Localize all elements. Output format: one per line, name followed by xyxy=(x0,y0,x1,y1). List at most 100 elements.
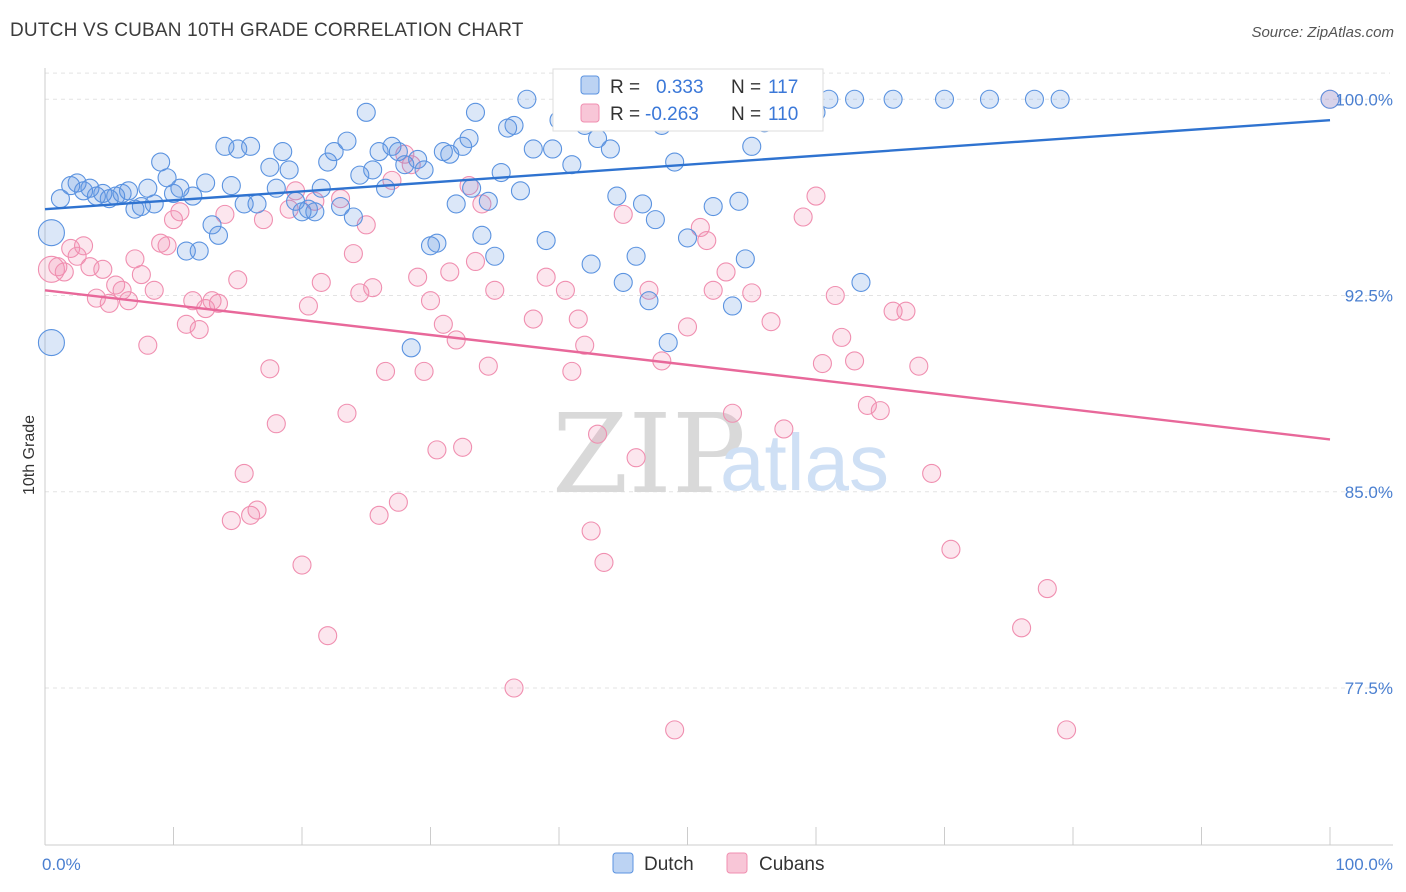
y-tick-label: 92.5% xyxy=(1345,287,1393,306)
dutch-point xyxy=(241,136,261,156)
dutch-point xyxy=(626,246,646,266)
cubans-point xyxy=(343,244,363,264)
cubans-point xyxy=(176,314,196,334)
legend-label-cubans: Cubans xyxy=(759,854,825,875)
dutch-point xyxy=(279,160,299,180)
cubans-point xyxy=(575,335,595,355)
y-axis-label: 10th Grade xyxy=(21,415,38,495)
cubans-point xyxy=(1057,720,1077,740)
cubans-point xyxy=(594,552,614,572)
cubans-point xyxy=(523,309,543,329)
dutch-point xyxy=(536,231,556,251)
cubans-point xyxy=(292,555,312,575)
dutch-point xyxy=(311,178,331,198)
dutch-point xyxy=(1320,89,1340,109)
x-tick-label: 0.0% xyxy=(42,855,81,874)
dutch-point xyxy=(202,215,222,235)
cubans-point xyxy=(221,510,241,531)
cubans-point xyxy=(626,448,646,468)
dutch-point xyxy=(613,272,633,292)
dutch-point xyxy=(735,249,755,269)
legend-swatch-cubans xyxy=(726,852,748,874)
cubans-point xyxy=(408,267,428,287)
dutch-point xyxy=(37,329,65,357)
cubans-legend-swatch xyxy=(580,103,600,123)
grid-lines xyxy=(45,72,1390,689)
chart-source: Source: ZipAtlas.com xyxy=(1251,24,1394,41)
dutch-point xyxy=(446,194,466,214)
cubans-point xyxy=(639,280,659,300)
cubans-point xyxy=(896,301,916,321)
dutch-n-value: 117 xyxy=(768,77,798,98)
trend-lines xyxy=(44,118,1331,441)
cubans-point xyxy=(157,236,177,256)
cubans-point xyxy=(189,319,209,340)
dutch-point xyxy=(414,160,434,180)
cubans-trend-line xyxy=(44,289,1331,441)
dutch-point xyxy=(330,196,351,217)
cubans-r-value: -0.263 xyxy=(645,104,699,125)
dutch-point xyxy=(401,338,421,358)
cubans-point xyxy=(806,186,826,206)
dutch-point xyxy=(600,139,620,159)
cubans-n-label: N = xyxy=(731,104,761,125)
cubans-point xyxy=(870,401,890,421)
dutch-point xyxy=(645,210,665,230)
cubans-point xyxy=(266,414,286,434)
cubans-point xyxy=(812,353,832,374)
cubans-point xyxy=(504,678,524,698)
cubans-point xyxy=(54,262,74,282)
cubans-point xyxy=(228,270,248,290)
dutch-point xyxy=(305,202,325,222)
cubans-point xyxy=(909,356,929,376)
cubans-point xyxy=(697,231,717,251)
cubans-point xyxy=(1037,579,1057,599)
cubans-point xyxy=(677,317,698,337)
cubans-point xyxy=(163,210,184,230)
cubans-point xyxy=(48,257,68,277)
dutch-point xyxy=(729,191,749,211)
cubans-point xyxy=(562,361,582,381)
cubans-point xyxy=(440,262,460,282)
dutch-n-label: N = xyxy=(731,77,761,98)
cubans-point xyxy=(665,720,685,740)
dutch-point xyxy=(260,157,280,177)
dutch-point xyxy=(510,181,531,201)
cubans-point xyxy=(761,312,781,332)
cubans-point xyxy=(420,291,441,311)
dutch-point xyxy=(742,136,762,156)
bottom-legend: Dutch Cubans xyxy=(612,852,825,875)
dutch-point xyxy=(395,155,415,175)
y-tick-label: 77.5% xyxy=(1345,679,1393,698)
cubans-point xyxy=(363,278,383,298)
dutch-point xyxy=(196,173,216,193)
cubans-point xyxy=(388,492,408,512)
dutch-legend-swatch xyxy=(580,75,600,95)
watermark-atlas: atlas xyxy=(720,418,889,507)
cubans-point xyxy=(555,280,575,300)
dutch-point xyxy=(189,241,209,261)
cubans-point xyxy=(401,155,421,175)
dutch-point xyxy=(658,333,678,353)
dutch-point xyxy=(408,149,428,169)
dutch-point xyxy=(163,183,184,203)
dutch-point xyxy=(517,89,537,109)
dutch-point xyxy=(1050,89,1070,109)
dutch-point xyxy=(632,194,653,214)
cubans-point xyxy=(825,285,845,306)
cubans-point xyxy=(144,280,164,300)
cubans-point xyxy=(485,280,505,300)
stats-legend: R = 0.333 N = 117 R = -0.263 N = 110 xyxy=(552,68,824,132)
legend-label-dutch: Dutch xyxy=(644,854,694,875)
dutch-point xyxy=(934,89,955,109)
dutch-r-value: 0.333 xyxy=(656,77,704,98)
y-tick-labels: 100.0% 92.5% 85.0% 77.5% xyxy=(1335,90,1393,698)
y-tick-label: 85.0% xyxy=(1345,483,1393,502)
dutch-point xyxy=(350,165,370,185)
dutch-point xyxy=(221,176,241,196)
cubans-point xyxy=(93,259,113,279)
cubans-point xyxy=(478,356,498,376)
dutch-point xyxy=(208,225,229,245)
watermark-zip: ZIP xyxy=(552,390,746,518)
